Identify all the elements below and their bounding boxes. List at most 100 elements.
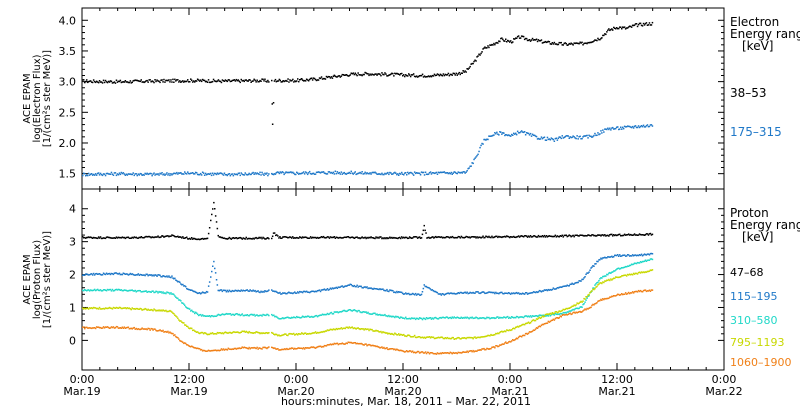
data-series <box>82 269 654 340</box>
data-point <box>186 307 188 309</box>
data-point <box>356 310 358 313</box>
data-point <box>475 337 477 339</box>
data-point <box>155 310 157 312</box>
data-series <box>82 289 654 355</box>
data-point <box>644 22 647 25</box>
data-point <box>458 292 460 295</box>
data-point <box>407 75 409 77</box>
data-point <box>442 293 445 295</box>
data-point <box>630 255 633 257</box>
data-point <box>519 131 522 133</box>
data-point <box>150 274 152 276</box>
data-point <box>309 316 312 318</box>
data-point <box>502 132 504 134</box>
data-point <box>170 332 172 334</box>
data-point <box>248 172 250 175</box>
data-point <box>206 350 209 352</box>
data-point <box>511 292 513 294</box>
data-point <box>333 311 336 313</box>
data-point <box>550 137 553 139</box>
data-point <box>375 313 377 316</box>
data-point <box>218 332 221 334</box>
data-point <box>443 74 446 77</box>
data-point <box>265 347 267 349</box>
data-point <box>173 313 175 315</box>
data-point <box>381 332 383 334</box>
data-point <box>355 328 357 330</box>
data-point <box>489 335 491 337</box>
data-point <box>473 351 475 353</box>
data-point <box>448 237 451 239</box>
data-point <box>605 33 607 36</box>
data-point <box>425 76 428 78</box>
data-point <box>551 319 554 321</box>
data-point <box>434 316 437 319</box>
data-point <box>182 322 184 324</box>
data-point <box>448 317 451 319</box>
data-point <box>483 237 485 239</box>
data-point <box>583 297 585 300</box>
data-point <box>417 172 420 174</box>
data-point <box>389 332 391 335</box>
data-point <box>421 171 424 174</box>
data-point <box>145 328 147 330</box>
data-point <box>145 308 147 310</box>
data-point <box>275 234 277 237</box>
data-point <box>356 74 358 77</box>
data-point <box>290 292 292 294</box>
data-point <box>360 74 362 76</box>
data-point <box>451 292 453 295</box>
data-point <box>550 43 553 45</box>
data-point <box>263 174 265 176</box>
data-point <box>176 280 178 282</box>
data-point <box>291 316 293 319</box>
data-point <box>266 237 268 239</box>
data-point <box>440 317 443 319</box>
data-point <box>122 81 125 83</box>
data-point <box>413 351 416 353</box>
legend-entry: 47–68 <box>730 266 764 279</box>
data-point <box>134 274 136 276</box>
data-point <box>157 80 159 82</box>
data-point <box>444 352 447 354</box>
data-point <box>607 29 609 31</box>
data-point <box>501 37 503 39</box>
data-point <box>612 278 614 280</box>
data-point <box>315 79 318 82</box>
data-point <box>394 316 396 319</box>
data-point <box>472 291 474 294</box>
data-point <box>372 288 374 290</box>
data-point <box>641 125 644 128</box>
data-point <box>382 73 384 76</box>
data-point <box>486 335 488 337</box>
data-point <box>195 312 198 314</box>
data-point <box>333 328 336 331</box>
data-point <box>278 349 280 351</box>
data-point <box>365 237 367 240</box>
data-point <box>283 317 285 320</box>
data-point <box>384 313 386 316</box>
data-point <box>264 290 266 292</box>
data-point <box>266 332 268 334</box>
data-point <box>120 307 123 310</box>
data-point <box>556 313 559 316</box>
data-point <box>128 173 131 175</box>
data-point <box>523 131 526 133</box>
data-point <box>114 289 117 291</box>
data-point <box>213 315 216 317</box>
data-point <box>289 317 291 319</box>
data-point <box>328 313 331 315</box>
data-point <box>365 328 367 331</box>
data-point <box>216 172 219 174</box>
data-point <box>376 173 378 175</box>
data-point <box>341 310 344 313</box>
data-point <box>317 79 320 81</box>
data-point <box>381 237 383 240</box>
data-point <box>622 275 624 277</box>
data-point <box>474 336 476 338</box>
data-point <box>184 80 186 82</box>
data-point <box>474 317 476 319</box>
data-point <box>155 80 157 83</box>
data-point <box>368 312 370 315</box>
data-point <box>491 235 493 238</box>
